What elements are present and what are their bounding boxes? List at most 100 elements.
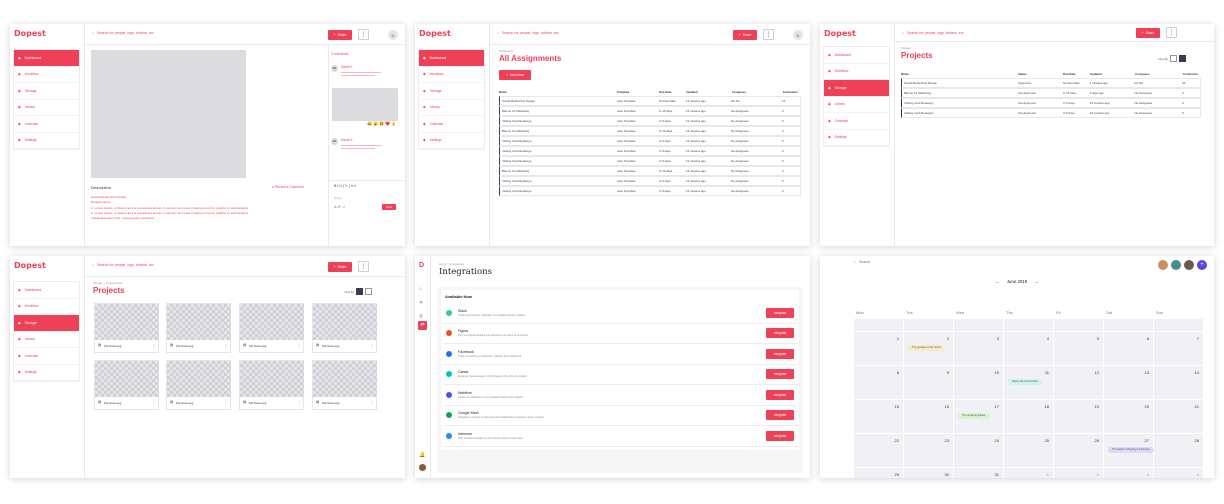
- breadcrumb[interactable]: Storage: [901, 46, 911, 50]
- table-row[interactable]: Visiting Card Redesign Auto Template In 5 …: [499, 176, 801, 186]
- calendar-day[interactable]: 21: [1154, 400, 1204, 434]
- more-menu-button[interactable]: ⋮: [358, 261, 369, 272]
- phone-icon[interactable]: ✆: [419, 314, 424, 320]
- sidebar-item-workflow[interactable]: ◆ Workflow: [14, 67, 79, 83]
- calendar-day[interactable]: 3: [1104, 468, 1154, 478]
- sidebar-item-library[interactable]: ◆ Library: [824, 97, 889, 113]
- sidebar-item-storage[interactable]: ◆ Storage: [14, 83, 79, 100]
- more-menu-button[interactable]: ⋮: [1166, 27, 1177, 38]
- table-row[interactable]: Visiting Card Redesign Auto Template In 5 …: [499, 136, 801, 146]
- sidebar-item-settings[interactable]: ◆ Settings: [824, 130, 889, 146]
- table-row[interactable]: Banner for Marketing Auto Template In 15 d…: [499, 106, 801, 116]
- sidebar-item-storage[interactable]: ◆ Storage: [824, 80, 889, 97]
- breadcrumb[interactable]: Dashboard: [499, 49, 513, 53]
- search-input[interactable]: ⌕ Search for people, logs, folders, etc: [497, 31, 559, 35]
- calendar-day[interactable]: 23: [904, 434, 954, 468]
- reply-input[interactable]: Reply: [334, 196, 342, 200]
- table-row[interactable]: Social Media Post Design Auto Template No …: [499, 96, 801, 106]
- calendar-day[interactable]: 10: [954, 366, 1004, 400]
- share-button[interactable]: + Share: [733, 30, 757, 40]
- new-item-button[interactable]: + New Item: [499, 70, 531, 80]
- sidebar-item-workflow[interactable]: ◆ Workflow: [419, 67, 484, 83]
- sidebar-item-settings[interactable]: ◆ Settings: [419, 133, 484, 149]
- calendar-day[interactable]: 12: [1054, 366, 1104, 400]
- sidebar-item-dashboard[interactable]: ◆ Dashboard: [14, 282, 79, 299]
- file-more-icon[interactable]: ⋮: [224, 343, 228, 348]
- calendar-event[interactable]: The amazing hacker: [958, 413, 990, 419]
- breadcrumb[interactable]: Storage > Project Name: [93, 281, 123, 285]
- user-avatar[interactable]: [419, 464, 426, 471]
- sidebar-item-library[interactable]: ◆ Library: [419, 100, 484, 116]
- file-card[interactable]: ▤ File Name.jpg ⋮: [239, 303, 304, 353]
- search-input[interactable]: ⌕ Search for people, logs, folders, etc: [902, 31, 964, 35]
- calendar-event[interactable]: The basics of buying a telescope: [1108, 447, 1154, 453]
- calendar-day[interactable]: 14: [1154, 366, 1204, 400]
- calendar-day[interactable]: [1054, 319, 1104, 332]
- integrate-button[interactable]: Integrate: [766, 410, 794, 421]
- breadcrumb[interactable]: Home > Integrations: [439, 262, 465, 266]
- file-card[interactable]: ▤ File Name.jpg ⋮: [312, 303, 377, 353]
- table-row[interactable]: Visiting Card Redesign Not Approved In 5 d…: [901, 108, 1201, 118]
- file-more-icon[interactable]: ⋮: [152, 343, 156, 348]
- calendar-day[interactable]: 1: [854, 332, 904, 366]
- table-row[interactable]: Visiting Card Redesign Auto Template In 5 …: [499, 186, 801, 196]
- file-card[interactable]: ▤ File Name.jpg ⋮: [239, 360, 304, 410]
- calendar-day[interactable]: [854, 319, 904, 332]
- attach-icons[interactable]: ⊘ ⟳ ☺: [334, 205, 346, 209]
- share-button[interactable]: + Share: [1136, 28, 1160, 38]
- grid-view-button[interactable]: [356, 288, 364, 295]
- sidebar-item-storage[interactable]: ◆ Storage: [419, 83, 484, 100]
- record-comment-button[interactable]: ● Record a Comment: [272, 185, 304, 189]
- next-month-icon[interactable]: →: [1034, 279, 1039, 284]
- integrations-nav-icon[interactable]: ⇄: [418, 321, 427, 330]
- file-card[interactable]: ▤ File Name.jpg ⋮: [94, 360, 159, 410]
- integrate-button[interactable]: Integrate: [766, 348, 794, 359]
- sidebar-item-dashboard[interactable]: ◆ Dashboard: [14, 50, 79, 67]
- calendar-day[interactable]: 30: [904, 468, 954, 478]
- calendar-day[interactable]: 25: [1004, 434, 1054, 468]
- search-input[interactable]: ⌕ Search for people, logs, folders, etc: [92, 263, 154, 267]
- table-row[interactable]: Banner for Marketing Auto Template In 15 d…: [499, 166, 801, 176]
- sidebar-item-calendar[interactable]: ◆ Calendar: [419, 116, 484, 133]
- calendar-day[interactable]: 3: [954, 332, 1004, 366]
- file-more-icon[interactable]: ⋮: [297, 400, 301, 405]
- file-more-icon[interactable]: ⋮: [370, 400, 374, 405]
- integrate-button[interactable]: Integrate: [766, 328, 794, 339]
- sidebar-item-library[interactable]: ◆ Library: [14, 332, 79, 348]
- calendar-day[interactable]: 5: [1054, 332, 1104, 366]
- calendar-day[interactable]: 29Guide you in getting a telescope: [854, 468, 904, 478]
- calendar-day[interactable]: 17 The amazing hacker: [954, 400, 1004, 434]
- home-icon[interactable]: ⌂: [419, 286, 423, 292]
- file-card[interactable]: ▤ File Name.jpg ⋮: [312, 360, 377, 410]
- list-view-button[interactable]: [1170, 55, 1178, 62]
- avatar[interactable]: [1171, 260, 1181, 270]
- calendar-day[interactable]: 9: [904, 366, 954, 400]
- calendar-day[interactable]: 4: [1154, 468, 1204, 478]
- integrate-button[interactable]: Integrate: [766, 307, 794, 318]
- more-menu-button[interactable]: ⋮: [763, 29, 774, 40]
- table-row[interactable]: Visiting Card Redesign Not Approved In 5 d…: [901, 98, 1201, 108]
- integrate-button[interactable]: Integrate: [766, 389, 794, 400]
- table-row[interactable]: Visiting Card Redesign Auto Template In 5 …: [499, 156, 801, 166]
- send-button[interactable]: Send: [382, 204, 396, 210]
- search-input[interactable]: ⌕ Search: [854, 260, 871, 264]
- sidebar-item-library[interactable]: ◆ Library: [14, 100, 79, 116]
- grid-view-button[interactable]: [1179, 55, 1187, 62]
- avatar[interactable]: D: [388, 30, 398, 40]
- file-more-icon[interactable]: ⋮: [224, 400, 228, 405]
- sidebar-item-dashboard[interactable]: ◆ Dashboard: [824, 47, 889, 64]
- calendar-day[interactable]: [954, 319, 1004, 332]
- table-row[interactable]: Visiting Card Redesign Auto Template In 5 …: [499, 146, 801, 156]
- sidebar-item-calendar[interactable]: ◆ Calendar: [824, 113, 889, 130]
- sidebar-item-calendar[interactable]: ◆ Calendar: [14, 116, 79, 133]
- file-card[interactable]: ▤ File Name.jpg ⋮: [166, 360, 231, 410]
- calendar-day[interactable]: 24: [954, 434, 1004, 468]
- calendar-day[interactable]: 15: [854, 400, 904, 434]
- more-menu-button[interactable]: ⋮: [358, 29, 369, 40]
- notification-icon[interactable]: 🔔: [419, 452, 426, 458]
- avatar[interactable]: D: [793, 30, 803, 40]
- sidebar-item-dashboard[interactable]: ◆ Dashboard: [419, 50, 484, 67]
- file-more-icon[interactable]: ⋮: [152, 400, 156, 405]
- calendar-day[interactable]: 20: [1104, 400, 1154, 434]
- sidebar-item-storage[interactable]: ◆ Storage: [14, 315, 79, 332]
